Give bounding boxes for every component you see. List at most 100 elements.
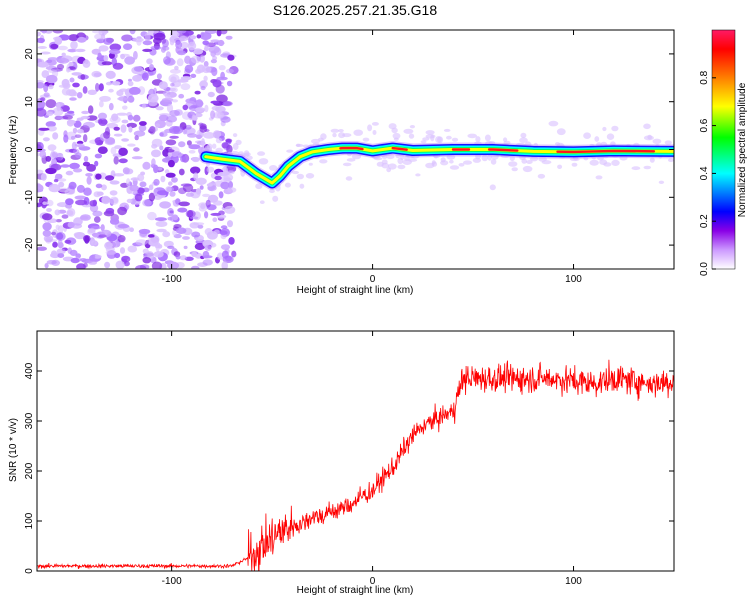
noise-blob bbox=[73, 232, 85, 238]
noise-blob bbox=[202, 250, 210, 259]
noise-blob bbox=[225, 255, 232, 262]
noise-blob bbox=[39, 150, 47, 158]
noise-blob bbox=[112, 62, 124, 70]
ridge-halo-blob bbox=[402, 159, 413, 166]
noise-blob bbox=[128, 126, 133, 133]
noise-blob bbox=[167, 261, 180, 269]
noise-blob bbox=[114, 145, 122, 150]
noise-blob bbox=[40, 51, 51, 55]
noise-blob bbox=[93, 254, 102, 259]
noise-blob bbox=[134, 193, 143, 202]
noise-blob bbox=[52, 132, 59, 140]
noise-blob bbox=[94, 216, 101, 223]
noise-blob bbox=[97, 118, 103, 125]
noise-blob bbox=[126, 122, 137, 129]
ridge-halo-blob bbox=[269, 165, 278, 171]
noise-blob bbox=[167, 207, 175, 217]
ridge-halo-blob bbox=[381, 159, 388, 165]
noise-blob bbox=[164, 169, 170, 174]
noise-blob bbox=[161, 97, 174, 102]
noise-blob bbox=[45, 167, 57, 175]
noise-blob bbox=[123, 261, 130, 267]
noise-blob bbox=[133, 130, 146, 137]
noise-blob bbox=[144, 32, 151, 42]
noise-blob bbox=[220, 225, 228, 229]
noise-blob bbox=[159, 201, 172, 209]
ridge-halo-blob bbox=[338, 129, 344, 133]
noise-blob bbox=[179, 255, 188, 261]
noise-blob bbox=[91, 254, 96, 259]
ridge-halo-blob bbox=[408, 133, 415, 139]
noise-blob bbox=[98, 234, 107, 238]
noise-blob bbox=[121, 138, 129, 142]
noise-blob bbox=[211, 67, 218, 77]
noise-blob bbox=[131, 156, 143, 160]
noise-blob bbox=[63, 134, 69, 143]
noise-blob bbox=[57, 253, 65, 258]
noise-blob bbox=[218, 65, 226, 71]
noise-blob bbox=[72, 127, 78, 134]
noise-blob bbox=[202, 259, 213, 266]
noise-blob bbox=[52, 151, 58, 158]
ridge-halo-blob bbox=[392, 132, 401, 140]
noise-blob bbox=[50, 43, 59, 50]
noise-blob bbox=[108, 49, 121, 55]
noise-blob bbox=[166, 115, 178, 123]
noise-blob bbox=[67, 49, 77, 53]
top-x-label: Height of straight line (km) bbox=[297, 285, 414, 296]
noise-blob bbox=[57, 178, 67, 182]
noise-blob bbox=[188, 150, 196, 154]
noise-blob bbox=[137, 173, 145, 182]
noise-blob bbox=[196, 34, 201, 39]
ridge-halo-blob bbox=[606, 133, 615, 140]
noise-blob bbox=[83, 262, 88, 268]
ridge-halo-blob bbox=[308, 162, 313, 166]
ridge-halo-blob bbox=[372, 130, 377, 135]
noise-blob bbox=[231, 250, 237, 258]
noise-blob bbox=[46, 208, 52, 212]
top-xtick-label: -100 bbox=[162, 274, 182, 285]
noise-blob bbox=[46, 260, 57, 265]
ridge-halo-blob bbox=[397, 157, 404, 165]
bottom-xtick-label: 100 bbox=[565, 576, 582, 587]
noise-blob bbox=[167, 245, 175, 249]
noise-blob bbox=[220, 181, 230, 190]
noise-blob bbox=[109, 196, 119, 205]
noise-blob bbox=[41, 30, 47, 34]
ridge-halo-blob bbox=[463, 160, 472, 165]
noise-blob bbox=[191, 251, 198, 257]
noise-blob bbox=[113, 126, 120, 131]
noise-blob bbox=[134, 135, 139, 141]
noise-blob bbox=[113, 156, 119, 165]
noise-blob bbox=[56, 102, 61, 112]
top-y-label: Frequency (Hz) bbox=[8, 116, 19, 185]
noise-blob bbox=[64, 112, 75, 117]
noise-blob bbox=[95, 173, 102, 180]
noise-blob bbox=[94, 33, 104, 40]
noise-blob bbox=[203, 75, 208, 82]
noise-blob bbox=[109, 218, 120, 225]
noise-blob bbox=[210, 50, 216, 57]
noise-blob bbox=[37, 184, 44, 193]
noise-blob bbox=[191, 265, 200, 269]
ridge-halo-blob bbox=[664, 140, 672, 145]
ridge-halo-blob bbox=[602, 126, 607, 132]
noise-blob bbox=[83, 235, 91, 243]
noise-blob bbox=[176, 30, 187, 34]
noise-blob bbox=[83, 134, 88, 143]
noise-blob bbox=[180, 155, 186, 163]
noise-blob bbox=[218, 39, 225, 47]
ridge-halo-blob bbox=[556, 128, 566, 136]
noise-blob bbox=[191, 156, 200, 163]
noise-blob bbox=[153, 32, 166, 41]
noise-blob bbox=[218, 191, 224, 199]
noise-blob bbox=[43, 92, 50, 97]
ridge-halo-blob bbox=[342, 162, 352, 167]
ridge-halo-blob bbox=[367, 124, 373, 132]
ridge-halo-blob bbox=[296, 173, 304, 180]
ridge-halo-blob bbox=[519, 137, 528, 143]
noise-blob bbox=[88, 105, 94, 114]
ridge-halo-blob bbox=[595, 175, 603, 180]
noise-blob bbox=[176, 58, 184, 67]
noise-blob bbox=[47, 69, 58, 73]
